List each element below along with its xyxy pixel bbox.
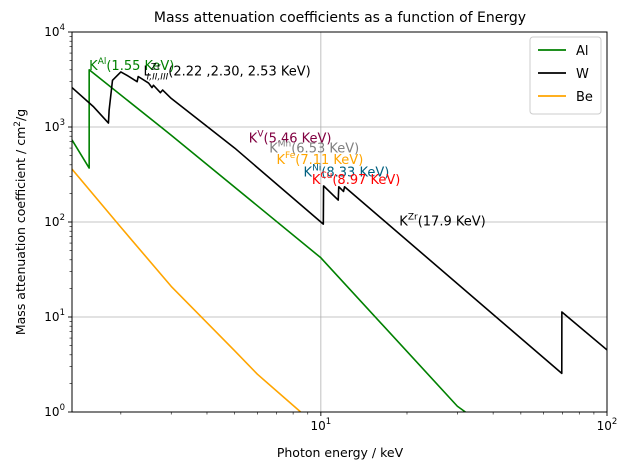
series-line-w <box>72 71 607 375</box>
annotation-al: KAl(1.55 KeV) <box>89 57 174 74</box>
x-tick-label-0: 101 <box>311 417 332 433</box>
annotation-zr-l: LZr I,II,III(2.22 ,2.30, 2.53 KeV) <box>144 62 311 82</box>
y-tick-label-0: 100 <box>44 403 65 419</box>
y-tick-label-4: 104 <box>44 23 65 39</box>
legend-label-al: Al <box>576 44 589 59</box>
y-tick-label-1: 101 <box>44 308 65 324</box>
series-line-al <box>72 69 466 412</box>
y-axis-label-sup: 2 <box>13 121 23 127</box>
annotation-v: KV(5.46 KeV) <box>249 129 332 146</box>
annotation-cu: KCu(8.97 KeV) <box>312 171 401 188</box>
legend-box <box>529 36 602 115</box>
annotations-group: KAl(1.55 KeV)LZr I,II,III(2.22 ,2.30, 2.5… <box>89 57 486 230</box>
legend-label-w: W <box>576 67 589 82</box>
y-tick-label-2: 102 <box>44 213 65 229</box>
chart-title: Mass attenuation coefficients as a funct… <box>154 10 526 26</box>
annotation-mn: KMn(6.53 KeV) <box>269 139 359 156</box>
annotation-ni: KNi(8.33 KeV) <box>304 164 390 181</box>
x-axis-label: Photon energy / keV <box>277 445 404 460</box>
axis-ticks: 101 102 100 101 102 103 104 <box>44 23 617 433</box>
annotation-zr-k: KZr(17.9 KeV) <box>399 212 485 229</box>
legend-label-be: Be <box>576 90 593 105</box>
y-tick-label-3: 103 <box>44 118 65 134</box>
x-tick-label-1: 102 <box>597 417 618 433</box>
y-axis-label-tail: /g <box>13 109 28 121</box>
y-axis-label: Mass attenuation coefficient / cm2/g <box>13 109 28 335</box>
series-group <box>72 69 607 412</box>
y-axis-label-main: Mass attenuation coefficient / cm <box>13 127 28 335</box>
annotation-fe: KFe(7.11 KeV) <box>277 151 364 168</box>
series-line-be <box>72 168 302 412</box>
legend: Al W Be <box>529 36 602 115</box>
